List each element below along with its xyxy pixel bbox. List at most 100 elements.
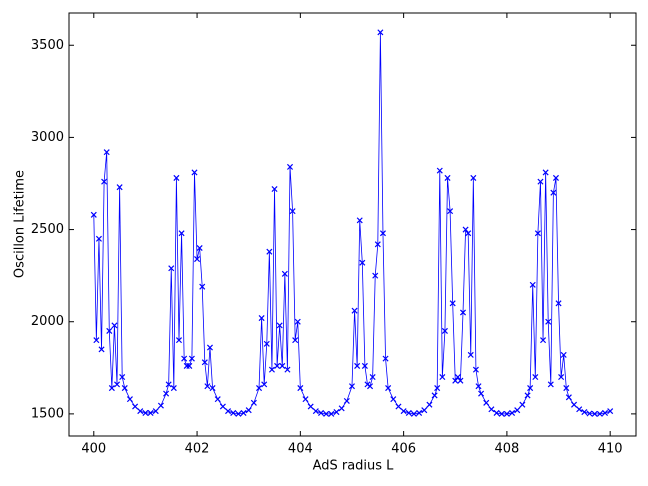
data-marker <box>560 351 567 358</box>
data-marker <box>281 270 288 277</box>
data-marker <box>323 410 330 417</box>
data-marker <box>194 256 201 263</box>
data-marker <box>534 230 541 237</box>
data-marker <box>449 300 456 307</box>
data-marker <box>519 401 526 408</box>
data-marker <box>186 362 193 369</box>
data-marker <box>225 408 232 415</box>
data-marker <box>119 373 126 381</box>
x-axis-label: AdS radius L <box>313 459 395 474</box>
data-marker <box>328 410 335 417</box>
data-marker <box>183 362 190 369</box>
data-marker <box>196 244 203 252</box>
data-marker <box>274 362 281 369</box>
data-marker <box>550 189 557 196</box>
data-marker <box>607 408 614 415</box>
data-marker <box>439 373 446 381</box>
data-marker <box>547 381 554 388</box>
data-marker <box>529 281 536 288</box>
data-line <box>93 32 611 415</box>
data-marker <box>524 392 531 399</box>
data-marker <box>478 390 485 397</box>
y-tick-label: 2000 <box>31 314 64 329</box>
data-marker <box>467 351 474 358</box>
data-marker <box>121 385 128 392</box>
data-marker <box>111 322 118 329</box>
data-marker <box>452 377 459 384</box>
data-marker <box>542 169 549 176</box>
data-marker <box>142 409 149 416</box>
data-marker <box>434 385 441 392</box>
data-marker <box>106 327 113 334</box>
plot-frame <box>68 12 637 437</box>
data-marker <box>307 403 314 410</box>
data-marker <box>472 366 479 373</box>
data-marker <box>235 410 242 417</box>
data-marker <box>147 409 154 416</box>
data-marker <box>219 403 226 410</box>
data-marker <box>317 409 325 416</box>
data-marker <box>258 315 265 322</box>
data-marker <box>297 385 304 392</box>
data-marker <box>483 399 490 406</box>
data-marker <box>206 344 213 351</box>
data-marker <box>447 208 454 215</box>
data-marker <box>395 403 402 410</box>
data-marker <box>165 381 172 388</box>
data-marker <box>555 300 562 307</box>
data-marker <box>385 385 392 392</box>
data-marker <box>361 362 368 369</box>
data-marker <box>540 337 547 344</box>
data-marker <box>509 409 516 416</box>
data-marker <box>359 259 366 266</box>
data-marker <box>338 405 345 412</box>
data-marker <box>286 163 294 170</box>
data-marker <box>410 410 417 417</box>
data-marker <box>369 373 376 381</box>
data-marker <box>152 408 159 415</box>
data-marker <box>356 217 363 224</box>
data-marker <box>367 383 374 390</box>
data-marker <box>250 399 257 406</box>
data-marker <box>214 396 221 403</box>
data-marker <box>90 211 97 218</box>
data-marker <box>292 337 299 344</box>
data-marker <box>199 283 206 290</box>
x-tick-label: 400 <box>81 442 106 457</box>
data-marker <box>351 307 358 314</box>
data-marker <box>416 409 423 416</box>
data-marker <box>289 208 296 215</box>
data-marker <box>263 340 270 347</box>
data-marker <box>95 235 102 242</box>
data-marker <box>163 390 170 397</box>
data-marker <box>552 174 559 181</box>
data-marker <box>116 184 123 191</box>
data-marker <box>188 355 195 362</box>
data-marker <box>444 174 451 181</box>
data-marker <box>405 409 412 416</box>
y-tick-label: 3500 <box>31 38 64 53</box>
data-marker <box>103 149 110 156</box>
data-marker <box>426 401 433 408</box>
data-marker <box>201 359 208 366</box>
data-marker <box>436 167 443 174</box>
data-marker <box>421 407 428 414</box>
data-marker <box>563 385 570 392</box>
data-marker <box>558 373 565 381</box>
data-marker <box>101 178 108 185</box>
data-marker <box>586 410 593 417</box>
data-marker <box>284 366 291 373</box>
data-marker <box>493 409 500 416</box>
data-marker <box>261 381 268 388</box>
data-marker <box>581 409 588 416</box>
data-marker <box>343 397 350 405</box>
data-marker <box>132 403 139 410</box>
data-marker <box>168 265 175 272</box>
x-tick-label: 410 <box>598 442 623 457</box>
data-marker <box>382 355 389 362</box>
data-marker <box>240 409 247 416</box>
data-marker <box>545 318 552 325</box>
data-marker <box>209 385 216 392</box>
